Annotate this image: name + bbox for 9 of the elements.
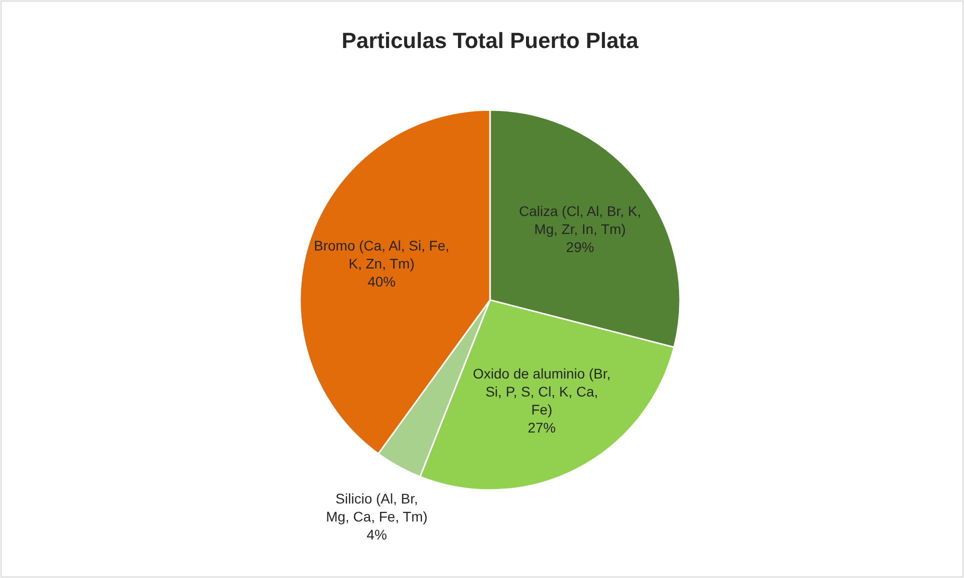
chart-title: Particulas Total Puerto Plata: [342, 28, 640, 53]
slice-label: Silicio (Al, Br, Mg, Ca, Fe, Tm): [326, 490, 428, 525]
data-label: 4%: [366, 526, 387, 543]
slice-label: Caliza (Cl, Al, Br, K, Mg, Zr, In, Tm): [519, 202, 642, 237]
data-label: 40%: [368, 273, 396, 290]
slice-label: Bromo (Ca, Al, Si, Fe, K, Zn, Tm): [314, 237, 450, 272]
data-label: 29%: [566, 238, 594, 255]
slice-label: Oxido de aluminio (Br, Si, P, S, Cl, K, Ca, Fe): [472, 365, 611, 418]
data-label: 27%: [528, 419, 556, 436]
